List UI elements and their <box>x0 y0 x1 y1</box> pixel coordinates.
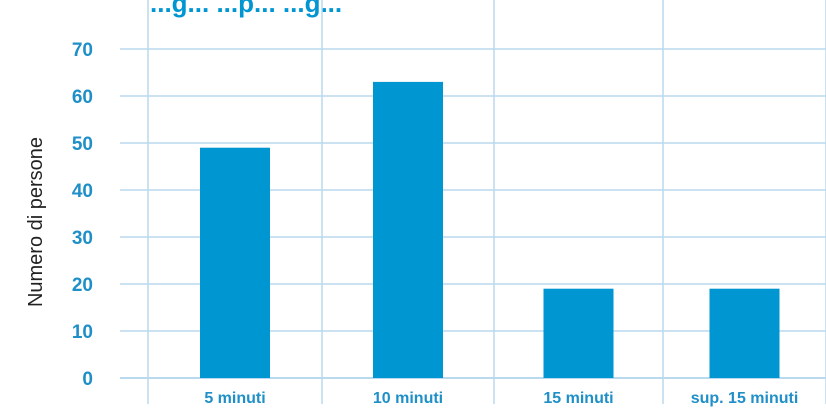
y-axis-label: Numero di persone <box>25 137 47 307</box>
y-tick-label: 30 <box>72 228 93 249</box>
chart-title: ...g... ...p... ...g... <box>150 0 342 18</box>
y-tick-label: 60 <box>72 87 93 108</box>
x-tick-label: 10 minuti <box>373 390 443 407</box>
y-tick-label: 70 <box>72 40 93 61</box>
y-tick-labels: 0 10 20 30 40 50 60 70 <box>72 40 93 390</box>
x-tick-label: 15 minuti <box>543 390 613 407</box>
bars <box>200 81 780 379</box>
bar-2 <box>543 288 614 378</box>
y-tick-label: 10 <box>72 322 93 343</box>
bar-3 <box>709 288 780 378</box>
y-tick-label: 40 <box>72 181 93 202</box>
y-tick-label: 20 <box>72 275 93 296</box>
x-tick-label: sup. 15 minuti <box>691 390 799 407</box>
bar-1 <box>373 81 443 379</box>
x-tick-labels: 5 minuti 10 minuti 15 minuti sup. 15 minuti <box>204 390 798 407</box>
y-tick-label: 0 <box>82 369 93 390</box>
x-tick-label: 5 minuti <box>204 390 265 407</box>
y-tick-label: 50 <box>72 134 93 155</box>
bar-0 <box>200 147 270 378</box>
